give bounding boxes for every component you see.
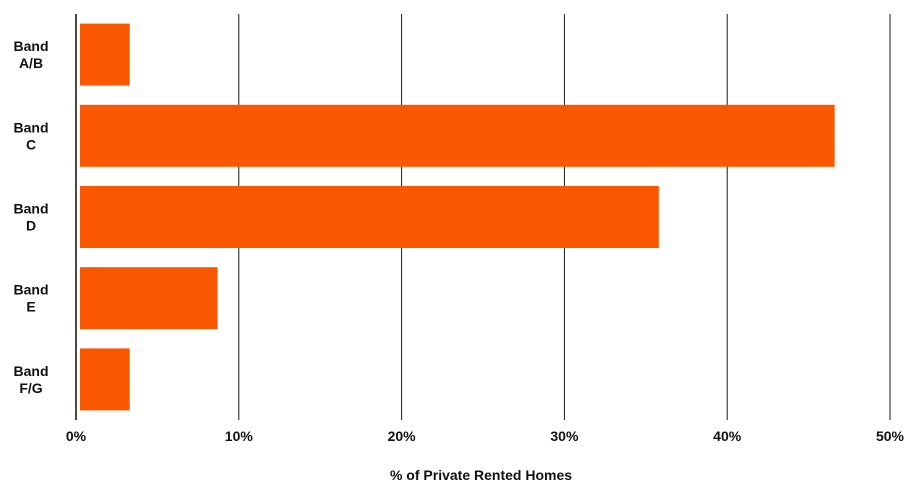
- x-tick-label: 10%: [225, 428, 254, 444]
- bar: [80, 348, 130, 411]
- category-label: Band: [14, 38, 49, 54]
- x-tick-label: 0%: [66, 428, 87, 444]
- x-tick-label: 30%: [550, 428, 579, 444]
- x-tick-label: 40%: [713, 428, 742, 444]
- bar: [80, 23, 130, 86]
- bar: [80, 104, 835, 167]
- category-label: Band: [14, 282, 49, 298]
- x-axis-title: % of Private Rented Homes: [390, 467, 572, 483]
- category-label: C: [26, 136, 36, 152]
- bar: [80, 267, 218, 330]
- x-tick-label: 20%: [388, 428, 417, 444]
- bar-layer: [80, 23, 835, 411]
- category-label: Band: [14, 363, 49, 379]
- label-layer: 0% 10% 20% 30% 40% 50%BandA/BBandCBandDBandEB…: [14, 38, 905, 444]
- category-label: D: [26, 218, 36, 234]
- bar: [80, 186, 659, 248]
- category-label: Band: [14, 201, 49, 217]
- category-label: Band: [14, 119, 49, 135]
- category-label: E: [26, 299, 35, 315]
- x-tick-label: 50%: [876, 428, 905, 444]
- category-label: F/G: [19, 380, 42, 396]
- category-label: A/B: [19, 55, 43, 71]
